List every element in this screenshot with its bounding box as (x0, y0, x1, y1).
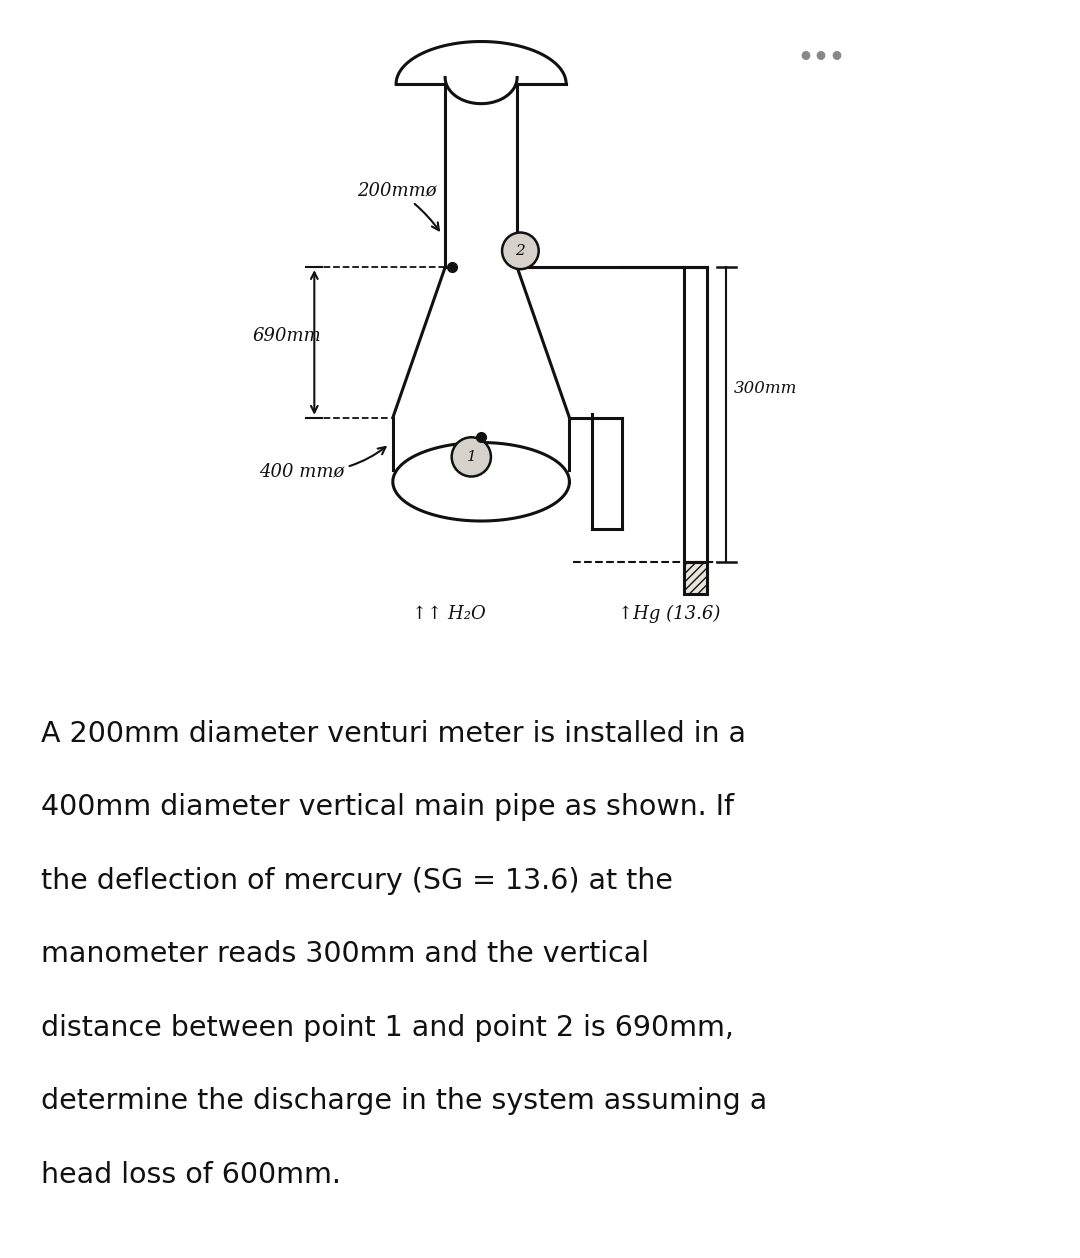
Text: 690mm: 690mm (252, 327, 321, 345)
Text: 2: 2 (515, 244, 525, 258)
Text: A 200mm diameter venturi meter is installed in a: A 200mm diameter venturi meter is instal… (41, 720, 746, 747)
Text: •••: ••• (797, 45, 846, 70)
Text: 200mmø: 200mmø (356, 181, 438, 230)
Circle shape (451, 438, 491, 477)
Text: manometer reads 300mm and the vertical: manometer reads 300mm and the vertical (41, 940, 649, 969)
Circle shape (502, 233, 539, 269)
Text: the deflection of mercury (SG = 13.6) at the: the deflection of mercury (SG = 13.6) at… (41, 867, 673, 894)
Text: distance between point 1 and point 2 is 690mm,: distance between point 1 and point 2 is … (41, 1014, 734, 1042)
Text: 400mm diameter vertical main pipe as shown. If: 400mm diameter vertical main pipe as sho… (41, 794, 734, 821)
Text: 1: 1 (467, 450, 476, 464)
Bar (684, 561, 706, 594)
Text: head loss of 600mm.: head loss of 600mm. (41, 1161, 341, 1189)
Text: ↑↑ H₂O: ↑↑ H₂O (411, 605, 485, 623)
Text: determine the discharge in the system assuming a: determine the discharge in the system as… (41, 1087, 767, 1116)
Text: ↑Hg (13.6): ↑Hg (13.6) (619, 605, 720, 623)
Text: 400 mmø: 400 mmø (259, 447, 386, 481)
Text: 300mm: 300mm (734, 380, 798, 396)
